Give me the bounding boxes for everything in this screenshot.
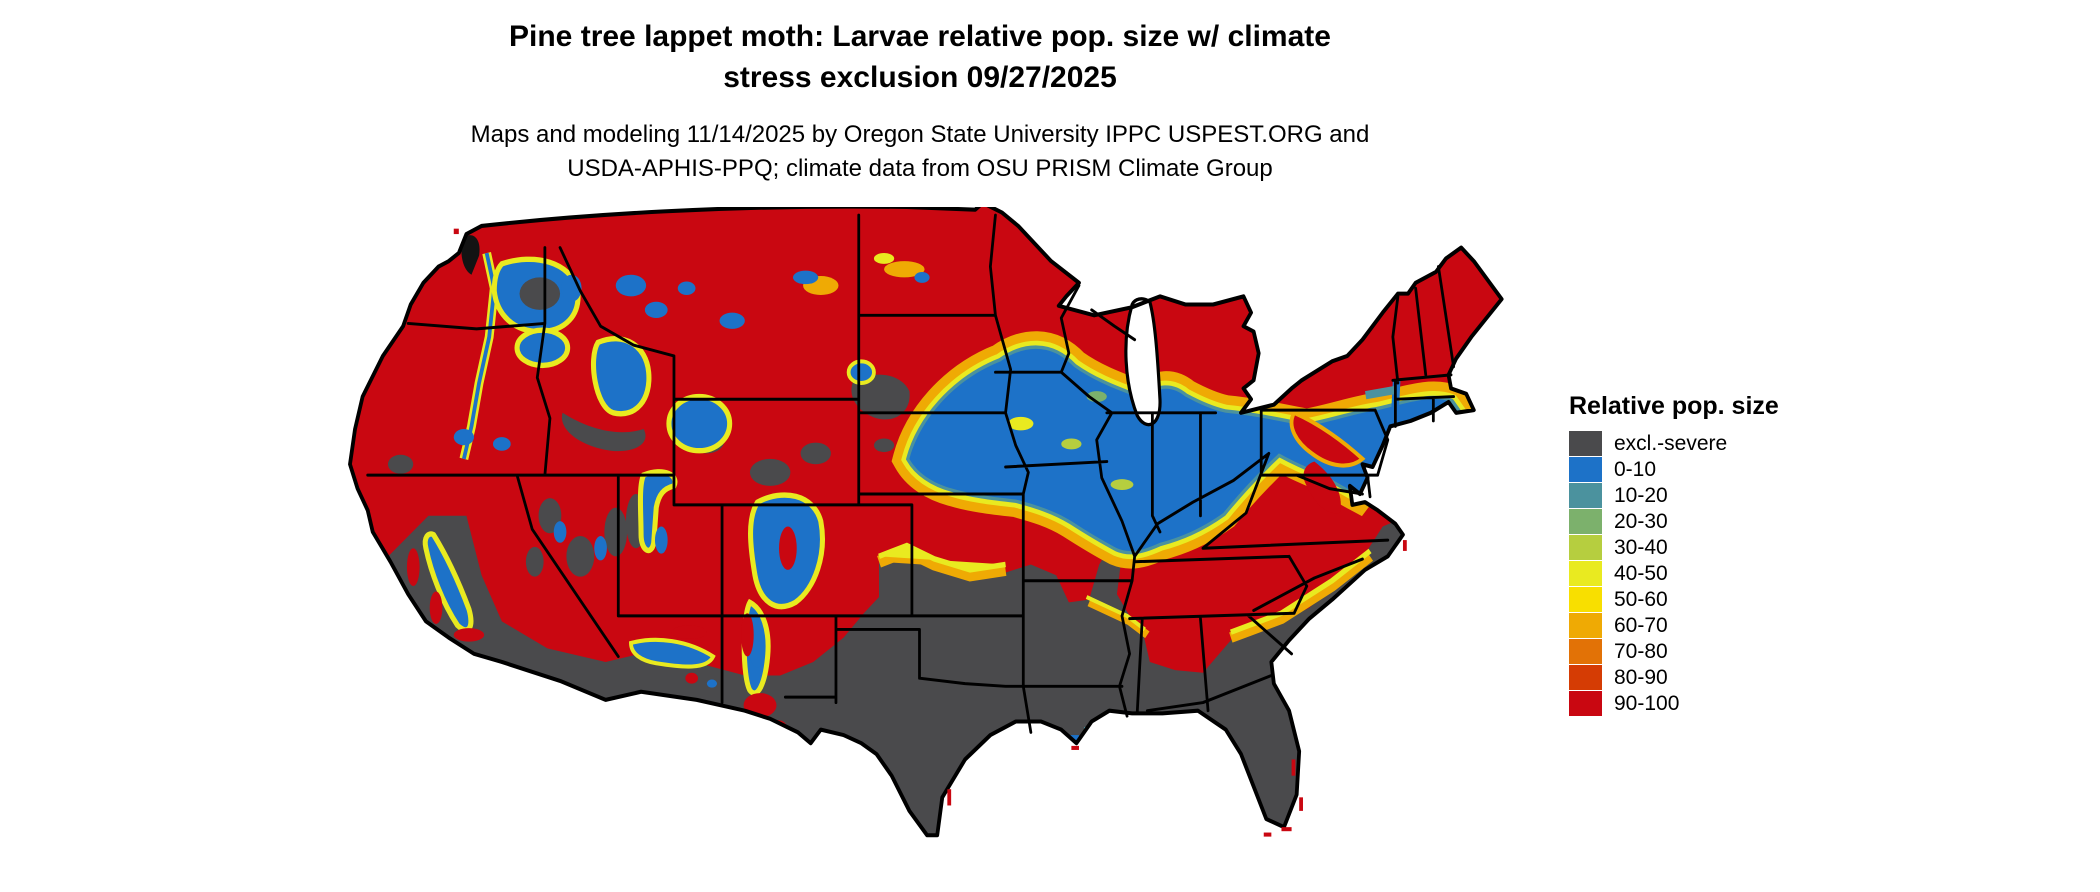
nv-range — [553, 521, 567, 543]
black-hills — [846, 359, 876, 386]
legend-label: 60-70 — [1614, 613, 1668, 637]
raster-nv-desert — [525, 546, 544, 577]
legend-label: 10-20 — [1614, 483, 1668, 507]
legend-label: 30-40 — [1614, 535, 1668, 559]
legend-row: 80-90 — [1569, 665, 1829, 690]
raster-sandhills — [873, 438, 895, 453]
legend-row: 40-50 — [1569, 561, 1829, 586]
sierra-nevada — [422, 531, 474, 633]
national-outline — [348, 207, 1504, 838]
puget-sound-ink — [461, 235, 480, 275]
az-sky-island — [706, 679, 717, 688]
nm-sacramento — [749, 640, 766, 668]
legend-label: 40-50 — [1614, 561, 1668, 585]
legend-row: 10-20 — [1569, 483, 1829, 508]
legend-swatch — [1569, 613, 1602, 638]
mt-west-mtns — [644, 301, 668, 319]
raster-ne-ca — [387, 454, 414, 474]
socal-transverse-red — [453, 628, 485, 642]
nd-central-fringe — [884, 261, 925, 278]
page-title-line1: Pine tree lappet moth: Larvae relative p… — [509, 20, 1331, 53]
page-title-line2: stress exclusion 09/27/2025 — [723, 61, 1117, 94]
legend-swatch — [1569, 691, 1602, 716]
mogollon-rim — [629, 637, 716, 669]
nd-central-yellow — [873, 253, 895, 264]
speckle-illinois — [1110, 479, 1134, 490]
legend-label: 0-10 — [1614, 457, 1657, 481]
mt-ne-blue — [792, 270, 819, 285]
legend-swatch — [1569, 509, 1602, 534]
us-map-svg — [348, 207, 1504, 838]
legend-swatch — [1569, 457, 1602, 482]
raster-nv-desert — [604, 507, 628, 557]
legend-label: 90-100 — [1614, 691, 1680, 715]
legend-swatch — [1569, 535, 1602, 560]
or-south-mtns — [492, 437, 511, 451]
raster-nv-desert — [566, 536, 595, 577]
legend: Relative pop. size excl.-severe 0-10 10-20… — [1569, 392, 1829, 717]
fringe-embayment-yellow — [1085, 595, 1146, 632]
speckle-illinois — [1061, 438, 1082, 450]
lake-michigan — [1124, 297, 1162, 427]
fringe-southeast-orange — [1229, 551, 1374, 643]
mt-central-mtns — [719, 312, 745, 329]
legend-row: 20-30 — [1569, 509, 1829, 534]
legend-label: 50-60 — [1614, 587, 1668, 611]
nm-rio-grande-red — [741, 613, 754, 657]
legend-swatch — [1569, 639, 1602, 664]
legend-swatch — [1569, 561, 1602, 586]
attribution-subtitle: Maps and modeling 11/14/2025 by Oregon S… — [0, 118, 1840, 186]
mt-west-mtns — [615, 274, 647, 297]
us-risk-map — [312, 207, 1527, 884]
raster-snake-plain — [561, 412, 646, 452]
or-south-mtns — [453, 429, 474, 446]
mohawk-valley-teal — [1365, 385, 1397, 400]
speckle-iowa — [1008, 416, 1034, 431]
idaho-rockies — [590, 336, 652, 417]
legend-row: 50-60 — [1569, 587, 1829, 612]
raster-wy-basin — [800, 442, 831, 465]
legend-row: 60-70 — [1569, 613, 1829, 638]
subtitle-line2: USDA-APHIS-PPQ; climate data from OSU PR… — [567, 155, 1273, 182]
legend-label: 70-80 — [1614, 639, 1668, 663]
legend-label: 20-30 — [1614, 509, 1668, 533]
subtitle-line1: Maps and modeling 11/14/2025 by Oregon S… — [470, 121, 1370, 148]
mt-west-mtns — [677, 281, 696, 296]
pa-allegheny-red — [1289, 410, 1366, 468]
az-se-red — [685, 672, 699, 684]
ca-coast-range-red — [429, 591, 443, 625]
az-rim-red — [671, 625, 707, 639]
legend-label: excl.-severe — [1614, 431, 1728, 455]
legend-row: 30-40 — [1569, 535, 1829, 560]
page-title: Pine tree lappet moth: Larvae relative p… — [0, 16, 1840, 98]
legend-label: 80-90 — [1614, 665, 1668, 689]
nd-central-blue — [914, 271, 930, 283]
columbia-plateau-gray — [519, 277, 561, 310]
colorado-valley-red — [779, 526, 797, 570]
legend-swatch — [1569, 587, 1602, 612]
ca-coast-range-red — [406, 548, 420, 587]
legend-swatch — [1569, 665, 1602, 690]
nv-range — [594, 536, 607, 561]
legend-row: 90-100 — [1569, 691, 1829, 716]
legend-row: 0-10 — [1569, 457, 1829, 482]
ut-plateau — [654, 526, 668, 554]
legend-title: Relative pop. size — [1569, 392, 1779, 420]
legend-swatch — [1569, 483, 1602, 508]
state-borders — [366, 213, 1455, 734]
legend-row: 70-80 — [1569, 639, 1829, 664]
raster-layer — [349, 207, 1502, 836]
legend-row: excl.-severe — [1569, 431, 1829, 456]
yellowstone-rockies — [666, 393, 733, 454]
legend-swatch — [1569, 431, 1602, 456]
coastal-artifact-dashes — [453, 228, 1407, 837]
raster-badlands — [851, 374, 910, 420]
raster-wy-basin — [749, 458, 791, 486]
legend-rows: excl.-severe 0-10 10-20 20-30 30-40 40-50 50-6… — [1569, 431, 1829, 716]
